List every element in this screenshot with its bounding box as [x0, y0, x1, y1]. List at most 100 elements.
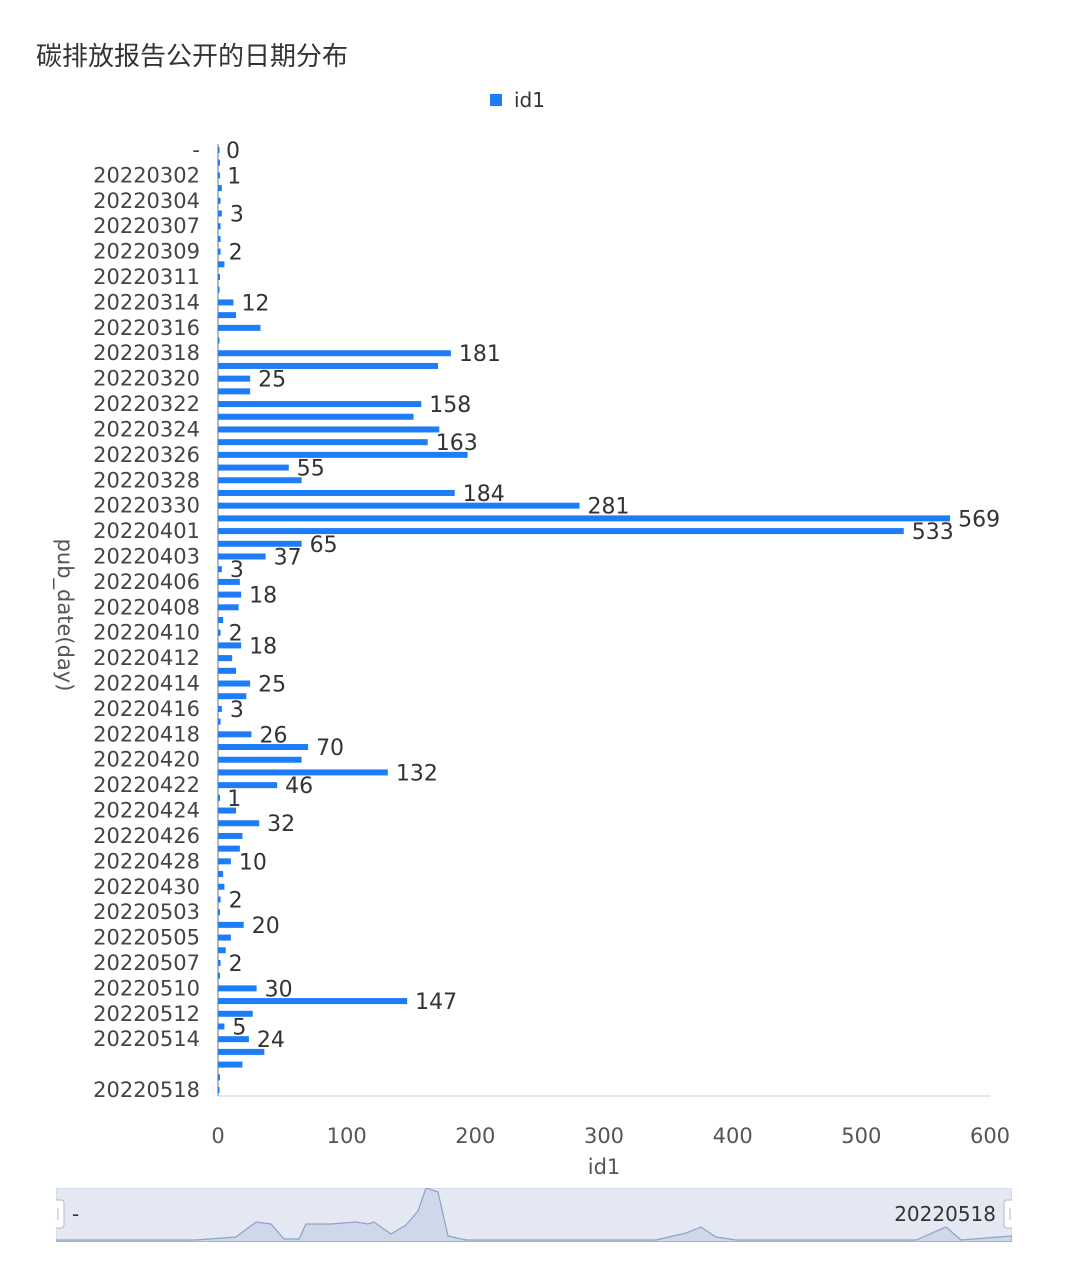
bar [218, 553, 266, 560]
slider-end-label: 20220518 [894, 1202, 996, 1226]
bar [218, 566, 222, 573]
y-tick-label: 20220428 [93, 849, 200, 873]
bar [218, 362, 439, 369]
bar-value-label: 25 [258, 673, 286, 698]
bar-value-label: 2 [229, 622, 243, 647]
bar [218, 235, 221, 242]
bar-value-label: 46 [285, 774, 313, 799]
bar [218, 959, 221, 966]
y-tick-label: 20220408 [93, 595, 200, 619]
bar [218, 578, 240, 585]
x-tick-label: 200 [455, 1124, 495, 1148]
y-tick-label: 20220316 [93, 316, 200, 340]
x-tick-label: 400 [713, 1124, 753, 1148]
bar-value-label: 2 [229, 888, 243, 913]
chart-title: 碳排放报告公开的日期分布 [36, 42, 349, 72]
bar-value-label: 569 [958, 507, 1000, 532]
bar [218, 426, 440, 433]
bar-value-label: 12 [241, 291, 269, 316]
bar [218, 731, 252, 738]
bar [218, 629, 221, 636]
bar [218, 401, 422, 408]
bar [218, 667, 237, 674]
legend-swatch [490, 94, 502, 106]
bar [218, 159, 220, 166]
bar [218, 502, 580, 509]
x-axis-title: id1 [588, 1155, 621, 1179]
data-zoom-slider[interactable]: - 20220518 [56, 1188, 1012, 1242]
bar [218, 540, 302, 547]
y-tick-label: 20220420 [93, 748, 200, 772]
bar-value-label: 55 [297, 457, 325, 482]
bar [218, 324, 261, 331]
bar [218, 896, 221, 903]
bar-value-label: 24 [257, 1028, 285, 1053]
bar [218, 1061, 243, 1068]
bar [218, 515, 951, 522]
bar-value-label: 3 [230, 203, 244, 228]
bar-value-label: 281 [588, 495, 630, 520]
bar [218, 337, 220, 344]
slider-handle-left[interactable] [56, 1199, 65, 1229]
bar-value-label: 158 [429, 393, 471, 418]
x-tick-label: 0 [211, 1124, 224, 1148]
bar [218, 642, 242, 649]
y-tick-label: 20220330 [93, 494, 200, 518]
bar [218, 1023, 225, 1030]
bar-value-label: 26 [259, 723, 287, 748]
bar [218, 451, 468, 458]
bar [218, 655, 233, 662]
bar [218, 794, 220, 801]
bar-value-label: 2 [229, 952, 243, 977]
bar-value-label: 3 [230, 698, 244, 723]
bar-value-label: 147 [415, 990, 457, 1015]
bar [218, 744, 309, 751]
bar [218, 286, 220, 293]
bar [218, 883, 225, 890]
bar-value-label: 3 [230, 558, 244, 583]
y-tick-label: 20220328 [93, 468, 200, 492]
bar-value-label: 30 [265, 977, 293, 1002]
bar [218, 693, 247, 700]
bar-value-label: 181 [459, 342, 501, 367]
bar [218, 756, 302, 763]
y-tick-label: 20220518 [93, 1078, 200, 1102]
y-tick-label: 20220320 [93, 367, 200, 391]
y-tick-label: 20220403 [93, 544, 200, 568]
bar [218, 705, 222, 712]
bar [218, 591, 242, 598]
bar [218, 1036, 249, 1043]
bar-value-label: 25 [258, 368, 286, 393]
y-axis-title: pub_date(day) [52, 539, 77, 692]
y-tick-label: 20220514 [93, 1027, 200, 1051]
y-tick-label: 20220401 [93, 519, 200, 543]
bar [218, 820, 260, 827]
bar [218, 172, 220, 179]
bar [218, 947, 226, 954]
y-tick-label: 20220309 [93, 240, 200, 264]
y-tick-label: 20220426 [93, 824, 200, 848]
bar-value-label: 37 [274, 545, 302, 570]
bar [218, 261, 225, 268]
bar [218, 921, 244, 928]
y-tick-label: 20220505 [93, 926, 200, 950]
x-tick-label: 100 [327, 1124, 367, 1148]
bar [218, 223, 221, 230]
bar [218, 832, 243, 839]
bar [218, 312, 237, 319]
bar-value-label: 1 [227, 787, 241, 812]
y-tick-label: 20220510 [93, 976, 200, 1000]
y-tick-label: 20220314 [93, 290, 200, 314]
legend[interactable]: id1 [490, 88, 545, 112]
bar-value-label: 65 [310, 533, 338, 558]
slider-handle-right[interactable] [1003, 1199, 1012, 1229]
y-tick-label: 20220326 [93, 443, 200, 467]
y-tick-label: 20220512 [93, 1002, 200, 1026]
bar [218, 1087, 220, 1093]
bar [218, 934, 231, 941]
bar-value-label: 10 [239, 850, 267, 875]
slider-background [56, 1188, 1012, 1242]
x-tick-label: 600 [970, 1124, 1010, 1148]
bar-value-label: 2 [229, 241, 243, 266]
y-tick-label: - [192, 138, 200, 162]
